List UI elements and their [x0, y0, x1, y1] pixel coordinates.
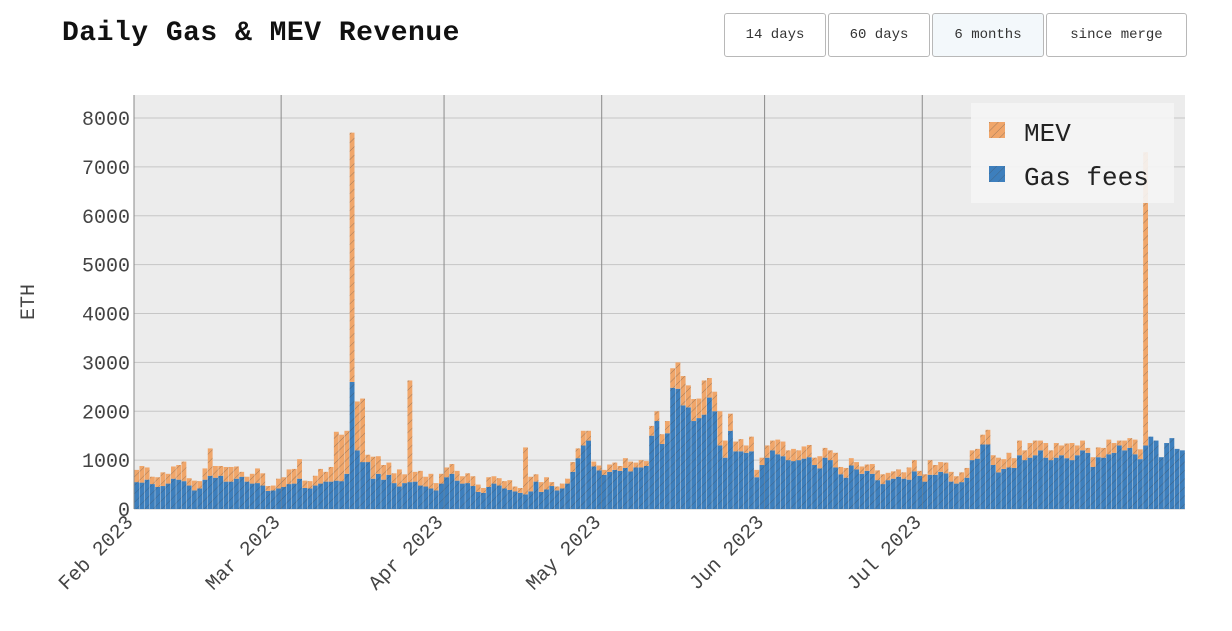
y-tick-label: 2000 — [82, 402, 130, 425]
x-tick-label: Jul 2023 — [843, 512, 927, 596]
x-tick-label: May 2023 — [522, 512, 606, 596]
x-tick-label: Feb 2023 — [55, 512, 139, 596]
y-tick-label: 1000 — [82, 451, 130, 474]
chart-title: Daily Gas & MEV Revenue — [62, 18, 460, 49]
y-tick-label: 6000 — [82, 207, 130, 230]
y-tick-label: 7000 — [82, 158, 130, 181]
legend-box — [971, 103, 1174, 203]
range-14-days-button[interactable]: 14 days — [724, 13, 826, 57]
legend: MEV Gas fees — [971, 103, 1174, 203]
y-axis-label: ETH — [18, 284, 41, 320]
x-tick-label: Jun 2023 — [685, 512, 769, 596]
y-tick-label: 3000 — [82, 353, 130, 376]
range-60-days-button[interactable]: 60 days — [828, 13, 930, 57]
y-tick-label: 4000 — [82, 305, 130, 328]
bar-series — [134, 132, 1185, 509]
legend-label-gas: Gas fees — [1024, 163, 1149, 193]
legend-label-mev: MEV — [1024, 119, 1071, 149]
range-selector: 14 days 60 days 6 months since merge — [724, 13, 1187, 57]
range-6-months-button[interactable]: 6 months — [932, 13, 1044, 57]
y-tick-label: 0 — [118, 500, 130, 523]
x-tick-label: Apr 2023 — [365, 512, 449, 596]
x-tick-label: Mar 2023 — [202, 512, 286, 596]
y-tick-label: 5000 — [82, 256, 130, 279]
y-tick-label: 8000 — [82, 109, 130, 132]
range-since-merge-button[interactable]: since merge — [1046, 13, 1187, 57]
